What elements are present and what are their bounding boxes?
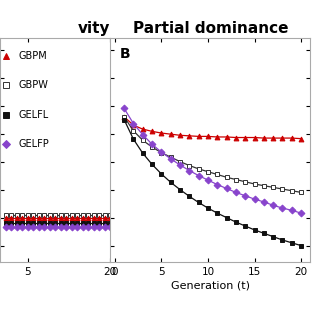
- GBPM: [197, 134, 201, 138]
- GELFL: [234, 220, 238, 224]
- GBPM: [299, 137, 303, 140]
- GBPW: [243, 180, 247, 184]
- GBPW: [225, 175, 228, 179]
- GELFL: [159, 172, 163, 176]
- GBPW: [206, 170, 210, 173]
- GELFL: [141, 151, 145, 155]
- GBPW: [169, 155, 172, 159]
- GELFP: [243, 194, 247, 198]
- GELFP: [122, 107, 126, 110]
- GELFL: [271, 235, 275, 238]
- GBPM: [290, 136, 294, 140]
- GELFL: [262, 231, 266, 235]
- Text: GELFP: GELFP: [19, 139, 50, 149]
- GELFP: [252, 197, 256, 201]
- Line: GELFL: GELFL: [122, 117, 303, 248]
- GELFP: [262, 200, 266, 204]
- GELFP: [178, 163, 182, 167]
- GELFP: [290, 208, 294, 212]
- Line: GBPM: GBPM: [122, 114, 303, 141]
- GELFL: [122, 118, 126, 122]
- GELFL: [169, 180, 172, 184]
- GELFP: [169, 157, 172, 161]
- GELFL: [178, 188, 182, 191]
- GBPM: [215, 135, 219, 139]
- GBPW: [159, 151, 163, 155]
- GBPM: [281, 136, 284, 140]
- GELFP: [271, 204, 275, 207]
- Text: GBPW: GBPW: [19, 80, 49, 91]
- GBPW: [150, 145, 154, 149]
- GBPW: [234, 178, 238, 181]
- GELFL: [290, 241, 294, 245]
- Text: B: B: [120, 47, 131, 61]
- GBPM: [206, 134, 210, 138]
- GELFL: [150, 163, 154, 166]
- GBPM: [225, 135, 228, 139]
- GBPM: [252, 136, 256, 140]
- GELFL: [188, 194, 191, 198]
- GBPW: [122, 115, 126, 119]
- GELFP: [225, 187, 228, 190]
- GELFP: [159, 150, 163, 154]
- GBPW: [262, 184, 266, 188]
- GBPW: [271, 185, 275, 189]
- GELFL: [132, 137, 135, 141]
- GELFP: [141, 133, 145, 137]
- Text: vity: vity: [78, 21, 110, 36]
- GBPM: [271, 136, 275, 140]
- GELFL: [281, 238, 284, 242]
- GBPM: [122, 115, 126, 119]
- GBPW: [299, 190, 303, 194]
- GBPW: [188, 164, 191, 167]
- GBPM: [150, 129, 154, 133]
- GELFP: [234, 190, 238, 194]
- GELFP: [188, 169, 191, 172]
- GBPW: [197, 167, 201, 171]
- GBPM: [132, 123, 135, 127]
- GBPM: [188, 134, 191, 138]
- GBPM: [159, 131, 163, 135]
- GELFL: [243, 224, 247, 228]
- GELFL: [252, 228, 256, 232]
- Title: Partial dominance: Partial dominance: [132, 21, 288, 36]
- Text: GELFL: GELFL: [19, 109, 49, 120]
- GELFP: [197, 174, 201, 178]
- GBPW: [132, 129, 135, 133]
- GELFL: [206, 206, 210, 210]
- GELFL: [215, 211, 219, 215]
- GELFL: [197, 201, 201, 204]
- Line: GBPW: GBPW: [122, 114, 303, 195]
- GELFP: [150, 142, 154, 146]
- GBPM: [141, 127, 145, 131]
- GELFP: [132, 122, 135, 125]
- GBPW: [290, 189, 294, 193]
- GBPW: [141, 138, 145, 142]
- GELFP: [206, 178, 210, 182]
- X-axis label: Generation (t): Generation (t): [171, 280, 250, 290]
- GELFP: [299, 211, 303, 215]
- GBPM: [243, 136, 247, 140]
- GELFL: [299, 244, 303, 247]
- GBPW: [178, 160, 182, 164]
- GBPW: [215, 172, 219, 176]
- Line: GELFP: GELFP: [122, 106, 303, 216]
- GELFL: [225, 216, 228, 220]
- GBPM: [169, 132, 172, 136]
- GELFP: [281, 206, 284, 210]
- GBPM: [178, 133, 182, 137]
- GBPM: [234, 136, 238, 140]
- GBPW: [281, 187, 284, 191]
- GBPW: [252, 182, 256, 186]
- Text: GBPM: GBPM: [19, 51, 47, 61]
- GBPM: [262, 136, 266, 140]
- GELFP: [215, 183, 219, 187]
